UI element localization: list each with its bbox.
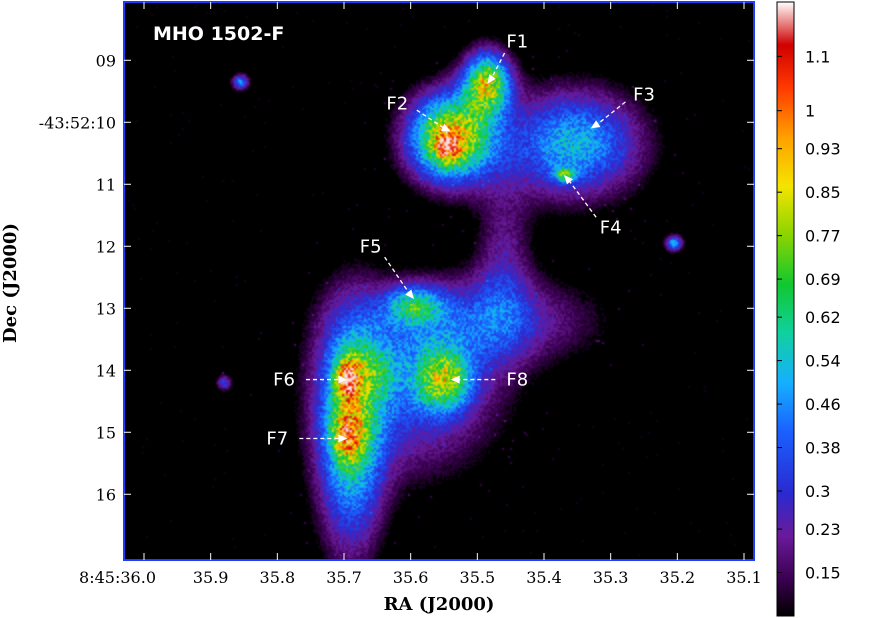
feature-label: F4 bbox=[600, 218, 622, 239]
feature-arrow-head bbox=[338, 434, 348, 443]
colorbar bbox=[776, 1, 795, 617]
colorbar-ticks: 0.15 0.23 0.3 0.38 0.46 0.54 0.62 0.69 0.77 0.85 0… bbox=[777, 47, 841, 583]
x-tick-label: 8:45:36.0 bbox=[79, 568, 156, 587]
y-tick-label: 11 bbox=[96, 175, 116, 194]
feature-arrow-line bbox=[568, 180, 597, 218]
feature-label: F8 bbox=[506, 370, 528, 391]
colorbar-tick-label: 0.46 bbox=[805, 395, 841, 414]
y-tick-label: 13 bbox=[96, 299, 116, 318]
y-axis-ticks: 09 -43:52:10 11 12 13 14 15 16 bbox=[39, 51, 754, 504]
y-tick-label: 12 bbox=[96, 237, 116, 256]
feature-f5: F5 bbox=[360, 236, 414, 299]
x-tick-label: 35.4 bbox=[526, 568, 562, 587]
colorbar-tick-label: 0.69 bbox=[805, 270, 841, 289]
x-tick-label: 35.7 bbox=[326, 568, 362, 587]
colorbar-tick-label: 1 bbox=[805, 102, 815, 121]
x-tick-label: 35.3 bbox=[593, 568, 629, 587]
feature-arrow-head bbox=[450, 375, 460, 384]
chart-title: MHO 1502-F bbox=[153, 23, 284, 45]
feature-f8: F8 bbox=[450, 370, 528, 391]
feature-arrow-line bbox=[384, 256, 410, 294]
feature-arrow-line bbox=[491, 52, 506, 78]
feature-arrow-head bbox=[590, 120, 601, 129]
colorbar-tick-label: 0.23 bbox=[805, 520, 841, 539]
feature-arrow-head bbox=[338, 375, 348, 384]
feature-arrow-head bbox=[405, 289, 414, 299]
colorbar-tick-label: 0.3 bbox=[805, 482, 830, 501]
y-axis-label: Dec (J2000) bbox=[0, 223, 21, 343]
colorbar-tick-label: 0.38 bbox=[805, 439, 841, 458]
colorbar-tick-label: 0.93 bbox=[805, 140, 841, 159]
feature-label: F7 bbox=[266, 428, 288, 449]
plot-frame bbox=[123, 1, 755, 561]
feature-f4: F4 bbox=[564, 174, 622, 239]
y-tick-label: 14 bbox=[96, 361, 116, 380]
colorbar-tick-label: 0.77 bbox=[805, 227, 841, 246]
x-tick-label: 35.1 bbox=[726, 568, 762, 587]
heatmap-image bbox=[124, 2, 754, 560]
feature-f1: F1 bbox=[487, 32, 528, 84]
x-tick-label: 35.9 bbox=[193, 568, 229, 587]
feature-label: F2 bbox=[386, 94, 408, 115]
feature-label: F5 bbox=[360, 236, 382, 257]
feature-label: F3 bbox=[633, 84, 655, 105]
feature-f7: F7 bbox=[266, 428, 348, 449]
colorbar-tick-label: 0.54 bbox=[805, 352, 841, 371]
feature-annotations: F1 F2 F3 F4 F5 F6 F7 F8 bbox=[266, 32, 654, 450]
x-tick-label: 35.8 bbox=[260, 568, 296, 587]
x-tick-label: 35.2 bbox=[660, 568, 696, 587]
y-tick-label: -43:52:10 bbox=[39, 113, 116, 132]
feature-arrow-line bbox=[597, 101, 626, 125]
colorbar-tick-label: 0.15 bbox=[805, 564, 841, 583]
feature-arrow-head bbox=[564, 174, 573, 185]
x-axis-ticks: 8:45:36.0 35.9 35.8 35.7 35.6 35.5 35.4 35.3 35.… bbox=[79, 2, 762, 587]
feature-label: F6 bbox=[273, 370, 295, 391]
feature-label: F1 bbox=[506, 32, 528, 53]
feature-arrow-head bbox=[440, 123, 451, 132]
colorbar-tick-label: 1.1 bbox=[805, 47, 830, 66]
colorbar-tick-label: 0.62 bbox=[805, 308, 841, 327]
x-tick-label: 35.5 bbox=[460, 568, 496, 587]
y-tick-label: 15 bbox=[96, 423, 116, 442]
y-tick-label: 09 bbox=[96, 51, 116, 70]
feature-f6: F6 bbox=[273, 370, 348, 391]
colorbar-tick-label: 0.85 bbox=[805, 183, 841, 202]
x-axis-label: RA (J2000) bbox=[384, 594, 495, 615]
feature-f3: F3 bbox=[590, 84, 655, 129]
feature-arrow-head bbox=[487, 74, 496, 84]
x-tick-label: 35.6 bbox=[393, 568, 429, 587]
feature-f2: F2 bbox=[386, 94, 451, 132]
feature-arrow-line bbox=[416, 109, 444, 129]
y-tick-label: 16 bbox=[96, 485, 116, 504]
